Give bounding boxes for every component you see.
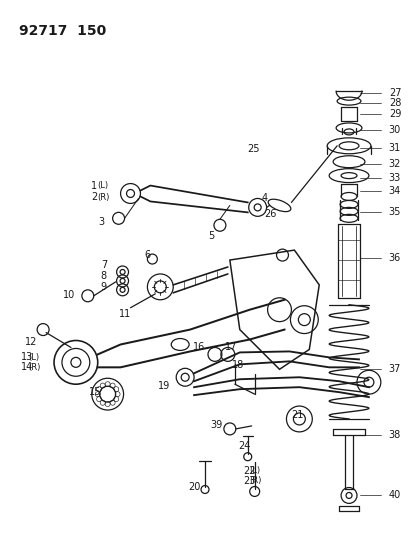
Text: (L): (L) — [28, 353, 39, 362]
Text: 13: 13 — [21, 352, 33, 362]
Text: 19: 19 — [158, 381, 170, 391]
Text: 10: 10 — [63, 290, 75, 300]
Text: 22: 22 — [242, 466, 255, 475]
Text: 9: 9 — [100, 282, 107, 292]
Text: 40: 40 — [388, 490, 400, 500]
Text: 5: 5 — [207, 231, 214, 241]
Text: 7: 7 — [100, 260, 107, 270]
Text: 8: 8 — [100, 271, 107, 281]
Text: 2: 2 — [90, 192, 97, 203]
Text: 11: 11 — [118, 309, 131, 319]
Text: 28: 28 — [388, 98, 400, 108]
Text: 15: 15 — [88, 387, 101, 397]
Text: 21: 21 — [291, 410, 303, 420]
Text: 20: 20 — [188, 481, 200, 491]
Text: 23: 23 — [242, 475, 254, 486]
Text: (R): (R) — [249, 476, 261, 485]
Text: 1: 1 — [90, 181, 97, 190]
Text: 12: 12 — [25, 337, 38, 348]
Text: (R): (R) — [28, 363, 40, 372]
Text: 29: 29 — [388, 109, 400, 119]
Text: 38: 38 — [388, 430, 400, 440]
Text: 30: 30 — [388, 125, 400, 135]
Text: 37: 37 — [388, 365, 400, 374]
Circle shape — [54, 341, 97, 384]
Text: 92717  150: 92717 150 — [19, 23, 106, 38]
Text: 4: 4 — [261, 193, 267, 204]
Text: 14: 14 — [21, 362, 33, 373]
Text: 3: 3 — [98, 217, 104, 227]
Text: 39: 39 — [209, 420, 222, 430]
Text: (L): (L) — [249, 466, 260, 475]
Text: 6: 6 — [144, 250, 150, 260]
Text: 27: 27 — [388, 88, 400, 98]
Text: 18: 18 — [231, 360, 244, 370]
Text: 17: 17 — [224, 343, 237, 352]
Text: (L): (L) — [97, 181, 109, 190]
Text: (R): (R) — [97, 193, 110, 202]
Text: 33: 33 — [388, 173, 400, 183]
Text: 16: 16 — [192, 343, 205, 352]
Text: 24: 24 — [237, 441, 249, 451]
Text: 31: 31 — [388, 143, 400, 153]
Text: 36: 36 — [388, 253, 400, 263]
Text: 32: 32 — [388, 159, 400, 168]
Text: 26: 26 — [264, 209, 276, 220]
Text: 35: 35 — [388, 207, 400, 217]
Text: 25: 25 — [247, 144, 260, 154]
Text: 34: 34 — [388, 185, 400, 196]
